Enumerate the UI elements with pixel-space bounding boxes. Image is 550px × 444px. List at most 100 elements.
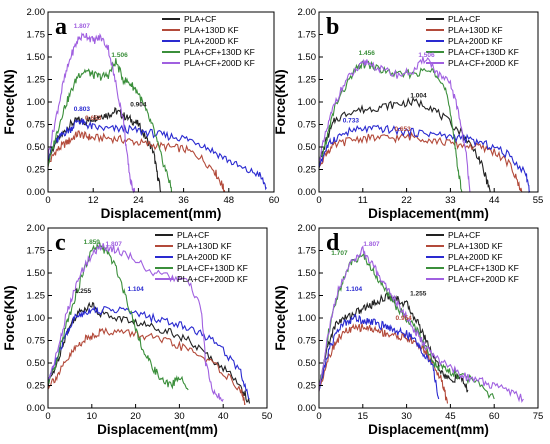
peak-annotation: 1.506 [111, 52, 128, 59]
legend-label: PLA+CF [448, 230, 480, 240]
legend-label: PLA+CF [177, 230, 209, 240]
x-tick-label: 55 [533, 195, 544, 206]
series-line-b-1 [318, 131, 523, 193]
y-tick-label: 0.25 [298, 381, 317, 392]
chart-panel-b: 0.00 0.25 0.50 0.75 1.00 1.25 1.50 1.75 2.00 0 11 2… [273, 7, 543, 221]
legend-label: PLA+130D KF [184, 25, 239, 35]
x-tick-label: 50 [262, 411, 273, 422]
legend-label: PLA+CF+130D KF [448, 47, 519, 57]
panel-letter: a [55, 14, 67, 40]
series-line-b-4 [318, 56, 471, 193]
x-tick-label: 20 [130, 411, 141, 422]
peak-annotation: 1.506 [418, 52, 435, 59]
y-tick-label: 0.75 [27, 120, 46, 131]
legend-label: PLA+CF+130D KF [177, 263, 248, 273]
peak-annotation: 1.807 [106, 241, 123, 248]
peak-annotation: 1.707 [331, 250, 348, 257]
x-tick-label: 44 [489, 195, 500, 206]
legend-label: PLA+CF [448, 14, 480, 24]
x-tick-label: 22 [401, 195, 412, 206]
y-tick-label: 1.25 [27, 291, 46, 302]
chart-panel-d: 0.00 0.25 0.50 0.75 1.00 1.25 1.50 1.75 2.00 0 15 3… [273, 223, 543, 437]
y-tick-label: 1.00 [27, 313, 46, 324]
panel-letter: d [326, 230, 340, 256]
chart-panel-a: 0.00 0.25 0.50 0.75 1.00 1.25 1.50 1.75 2.00 0 12 2… [2, 7, 279, 221]
peak-annotation: 1.104 [346, 286, 363, 293]
y-tick-label: 1.00 [298, 97, 317, 108]
x-axis-label: Displacement(mm) [368, 422, 489, 437]
series-line-b-3 [318, 60, 463, 193]
y-tick-label: 1.25 [298, 291, 317, 302]
y-tick-label: 2.00 [298, 7, 317, 18]
series-line-d-2 [318, 313, 440, 400]
x-tick-label: 60 [489, 411, 500, 422]
y-tick-label: 1.00 [298, 313, 317, 324]
series-line-d-0 [318, 292, 469, 393]
peak-annotation: 0.904 [130, 102, 147, 109]
y-tick-label: 1.75 [27, 246, 46, 257]
y-tick-label: 1.75 [298, 30, 317, 41]
x-tick-label: 33 [445, 195, 456, 206]
peak-annotation: 0.653 [85, 115, 102, 122]
legend-label: PLA+200D KF [184, 36, 239, 46]
peak-annotation: 0.733 [343, 118, 360, 125]
y-tick-label: 0.00 [27, 187, 46, 198]
y-tick-label: 0.25 [27, 165, 46, 176]
legend-label: PLA+200D KF [448, 36, 503, 46]
peak-annotation: 0.803 [74, 106, 91, 113]
series-line-b-2 [318, 124, 531, 194]
legend-label: PLA+200D KF [177, 252, 232, 262]
x-tick-label: 75 [533, 411, 544, 422]
y-tick-label: 0.00 [27, 403, 46, 414]
x-tick-label: 0 [45, 411, 50, 422]
x-tick-label: 0 [45, 195, 50, 206]
x-tick-label: 0 [316, 195, 321, 206]
x-axis-label: Displacement(mm) [97, 422, 218, 437]
y-tick-label: 0.25 [27, 381, 46, 392]
peak-annotation: 1.807 [363, 241, 380, 248]
y-tick-label: 1.25 [298, 75, 317, 86]
y-axis-label: Force(KN) [273, 69, 288, 134]
y-tick-label: 0.50 [298, 142, 317, 153]
y-axis-label: Force(KN) [2, 69, 17, 134]
y-tick-label: 0.75 [27, 336, 46, 347]
y-tick-label: 0.75 [298, 120, 317, 131]
y-tick-label: 0.50 [298, 358, 317, 369]
x-tick-label: 36 [178, 195, 189, 206]
y-tick-label: 0.50 [27, 358, 46, 369]
y-tick-label: 0.25 [298, 165, 317, 176]
x-tick-label: 15 [358, 411, 369, 422]
series-line-c-0 [47, 301, 251, 404]
peak-annotation: 0.653 [394, 126, 411, 133]
x-tick-label: 10 [87, 411, 98, 422]
series-line-a-3 [47, 58, 173, 193]
legend-label: PLA+CF+200D KF [184, 58, 255, 68]
y-tick-label: 1.25 [27, 75, 46, 86]
y-tick-label: 1.00 [27, 97, 46, 108]
x-tick-label: 30 [174, 411, 185, 422]
legend-label: PLA+CF+200D KF [448, 58, 519, 68]
x-tick-label: 60 [269, 195, 280, 206]
peak-annotation: 1.255 [410, 291, 427, 298]
x-tick-label: 45 [445, 411, 456, 422]
series-line-c-3 [47, 242, 189, 391]
peak-annotation: 1.859 [84, 239, 101, 246]
y-tick-label: 1.50 [298, 52, 317, 63]
legend-label: PLA+CF+200D KF [448, 274, 519, 284]
chart-panel-c: 0.00 0.25 0.50 0.75 1.00 1.25 1.50 1.75 2.00 0 10 2… [2, 223, 272, 437]
legend-label: PLA+CF [184, 14, 216, 24]
series-line-c-1 [47, 327, 246, 406]
legend-label: PLA+200D KF [448, 252, 503, 262]
y-tick-label: 2.00 [27, 7, 46, 18]
peak-annotation: 1.104 [127, 286, 144, 293]
y-tick-label: 0.00 [298, 403, 317, 414]
panel-letter: c [55, 230, 66, 256]
series-line-a-1 [47, 130, 226, 193]
legend-label: PLA+130D KF [177, 241, 232, 251]
x-tick-label: 0 [316, 411, 321, 422]
series-line-b-0 [318, 96, 491, 193]
